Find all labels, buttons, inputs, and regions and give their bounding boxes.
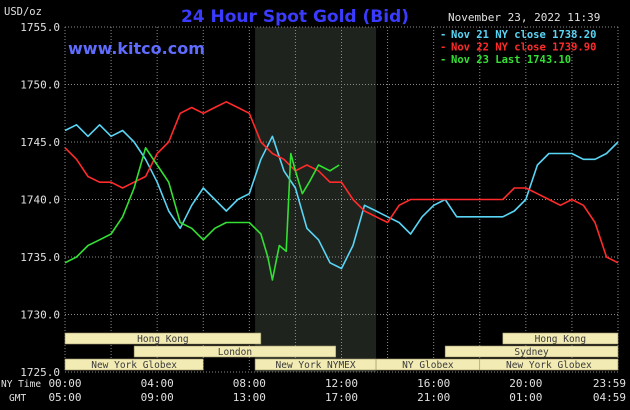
y-tick-label: 1730.0 [20, 309, 60, 322]
session-label: London [218, 347, 252, 358]
y-tick-label: 1735.0 [20, 251, 60, 264]
x-tick-label-ny: 12:00 [325, 377, 358, 390]
session-label: Hong Kong [137, 334, 188, 345]
session-bar [133, 345, 337, 358]
session-bar [479, 358, 619, 371]
nymex-shaded-region [255, 27, 377, 372]
x-tick-label-gmt: 13:00 [233, 391, 266, 404]
x-tick-label-ny: 04:00 [141, 377, 174, 390]
series-line-1 [64, 124, 619, 270]
y-tick-label: 1745.0 [20, 136, 60, 149]
x-tick-label-gmt: 04:59 [593, 391, 626, 404]
session-label: New York NYMEX [276, 360, 356, 371]
x-tick-label-gmt: 05:00 [48, 391, 81, 404]
legend-entry: Nov 21 NY close 1738.20 [451, 29, 596, 41]
x-tick-label-gmt: 21:00 [417, 391, 450, 404]
session-bar [502, 332, 619, 345]
legend: - Nov 21 NY close 1738.20- Nov 22 NY close… [440, 29, 596, 66]
y-tick-label: 1755.0 [20, 21, 60, 34]
x-tick-label-ny: 20:00 [509, 377, 542, 390]
x-axis-label-gmt: GMT [9, 393, 26, 404]
timestamp: November 23, 2022 11:39 [448, 11, 600, 24]
x-tick-label-ny: 16:00 [417, 377, 450, 390]
session-label: New York Globex [506, 360, 592, 371]
session-label: Sydney [514, 347, 549, 358]
session-label: Hong Kong [535, 334, 586, 345]
y-tick-label: 1750.0 [20, 79, 60, 92]
x-tick-label-gmt: 09:00 [141, 391, 174, 404]
session-bar [444, 345, 619, 358]
session-bar [64, 358, 204, 371]
x-axis-label-ny: NY Time [1, 379, 41, 390]
session-label: NY Globex [402, 360, 454, 371]
x-tick-label-gmt: 17:00 [325, 391, 358, 404]
series-line-2 [64, 101, 619, 264]
x-tick-label-ny: 00:00 [48, 377, 81, 390]
x-tick-label-gmt: 01:00 [509, 391, 542, 404]
legend-marker: - [440, 54, 446, 66]
y-tick-label: 1740.0 [20, 194, 60, 207]
series-line-3 [64, 147, 340, 281]
chart-title: 24 Hour Spot Gold (Bid) [181, 7, 409, 27]
legend-marker: - [440, 29, 446, 41]
session-bar [64, 332, 262, 345]
watermark: www.kitco.com [68, 39, 205, 58]
legend-entry: Nov 23 Last 1743.10 [451, 54, 571, 66]
units-label: USD/oz [4, 6, 42, 18]
session-label: New York Globex [91, 360, 177, 371]
x-tick-label-ny: 08:00 [233, 377, 266, 390]
legend-marker: - [440, 42, 446, 54]
legend-entry: Nov 22 NY close 1739.90 [451, 42, 596, 54]
x-tick-label-ny: 23:59 [593, 377, 626, 390]
y-tick-label: 1725.0 [20, 366, 60, 379]
